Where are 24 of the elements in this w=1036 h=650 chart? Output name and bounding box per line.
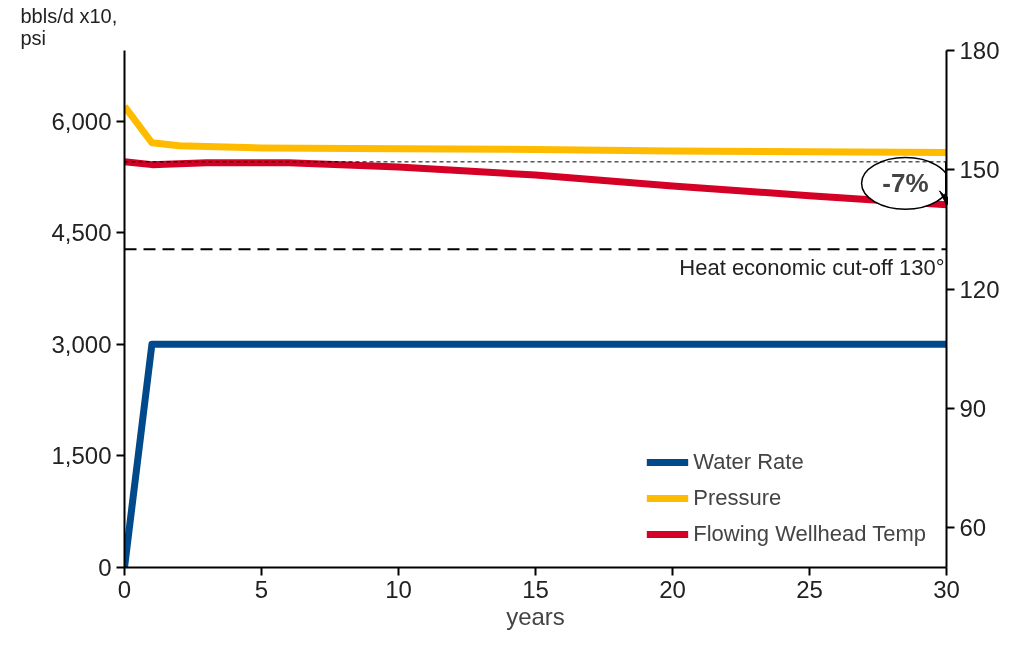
- x-axis-title: years: [506, 602, 565, 630]
- legend-label: Pressure: [693, 485, 782, 511]
- y-tick-label: 1,500: [51, 442, 112, 470]
- y2-tick-label: 90: [959, 394, 987, 422]
- y2-tick-label: 60: [959, 514, 987, 542]
- x-tick-label: 25: [796, 575, 823, 603]
- y-axis-title: bbls/d x10, psi: [20, 4, 118, 49]
- y-tick-label: 6,000: [51, 107, 112, 135]
- x-tick-label: 15: [522, 575, 549, 603]
- y-tick-label: 0: [98, 554, 112, 581]
- y-tick-label: 4,500: [51, 219, 112, 247]
- x-tick-label: 0: [117, 575, 132, 603]
- x-tick-label: 10: [385, 575, 412, 603]
- annotation: -7%: [882, 168, 929, 199]
- y2-tick-label: 120: [959, 275, 1000, 303]
- x-tick-label: 20: [659, 575, 686, 603]
- y-tick-label: 3,000: [51, 330, 112, 358]
- legend-label: Water Rate: [693, 449, 804, 475]
- y2-tick-label: 180: [959, 37, 1000, 64]
- y2-tick-label: 150: [959, 156, 1000, 184]
- legend-label: Flowing Wellhead Temp: [693, 521, 926, 547]
- x-tick-label: 5: [254, 575, 269, 603]
- ref-line-label: Heat economic cut-off 130°: [679, 255, 945, 281]
- x-tick-label: 30: [933, 575, 960, 603]
